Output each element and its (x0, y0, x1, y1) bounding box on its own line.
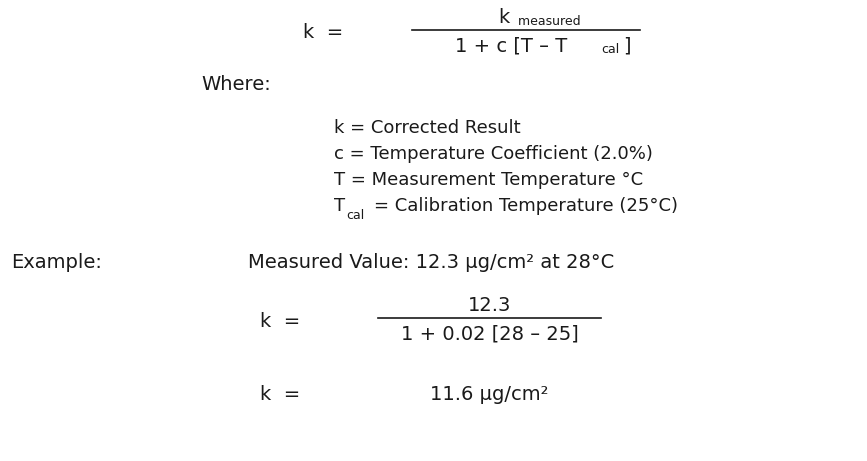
Text: k  =: k = (303, 23, 343, 42)
Text: k: k (499, 8, 509, 27)
Text: T = Measurement Temperature °C: T = Measurement Temperature °C (335, 171, 643, 189)
Text: c = Temperature Coefficient (2.0%): c = Temperature Coefficient (2.0%) (335, 145, 654, 163)
Text: k = Corrected Result: k = Corrected Result (335, 119, 521, 137)
Text: 11.6 μg/cm²: 11.6 μg/cm² (430, 385, 549, 404)
Text: T: T (335, 197, 346, 215)
Text: k  =: k = (260, 312, 300, 331)
Text: 1 + c [T – T: 1 + c [T – T (455, 36, 567, 55)
Text: Measured Value: 12.3 μg/cm² at 28°C: Measured Value: 12.3 μg/cm² at 28°C (248, 253, 615, 272)
Text: ]: ] (623, 36, 630, 55)
Text: = Calibration Temperature (25°C): = Calibration Temperature (25°C) (374, 197, 678, 215)
Text: Where:: Where: (201, 75, 271, 94)
Text: Example:: Example: (11, 253, 102, 272)
Text: 1 + 0.02 [28 – 25]: 1 + 0.02 [28 – 25] (401, 325, 578, 344)
Text: cal: cal (602, 43, 620, 56)
Text: k  =: k = (260, 385, 300, 404)
Text: cal: cal (347, 208, 365, 222)
Text: measured: measured (513, 15, 580, 29)
Text: 12.3: 12.3 (468, 296, 512, 315)
